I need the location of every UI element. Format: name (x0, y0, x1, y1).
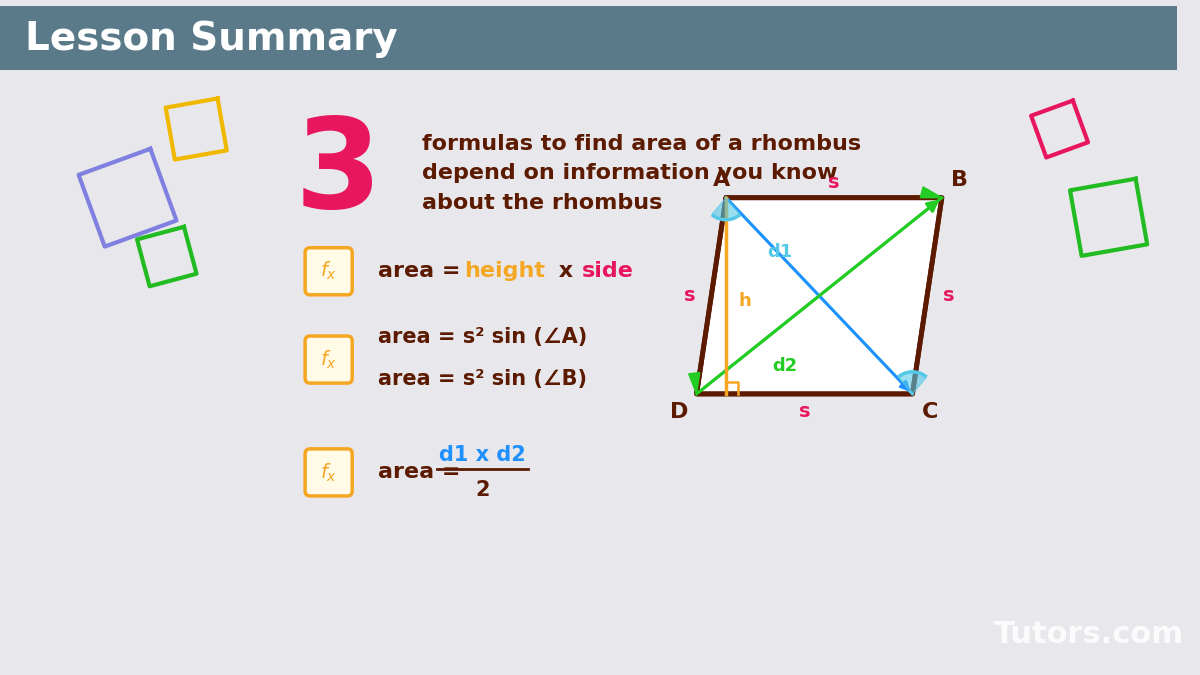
Text: side: side (582, 261, 634, 281)
Text: Lesson Summary: Lesson Summary (24, 20, 397, 58)
Text: d2: d2 (773, 358, 798, 375)
FancyBboxPatch shape (305, 449, 353, 496)
Text: formulas to find area of a rhombus: formulas to find area of a rhombus (422, 134, 860, 154)
Text: B: B (950, 170, 968, 190)
Text: about the rhombus: about the rhombus (422, 192, 662, 213)
Text: $f_x$: $f_x$ (320, 348, 337, 371)
FancyBboxPatch shape (305, 248, 353, 295)
Text: d1: d1 (767, 242, 792, 261)
Polygon shape (712, 198, 740, 219)
Text: s: s (943, 286, 954, 305)
Text: h: h (739, 292, 751, 310)
Text: area = s² sin (∠A): area = s² sin (∠A) (378, 327, 587, 347)
Text: $f_x$: $f_x$ (320, 260, 337, 282)
Text: area =: area = (378, 462, 468, 483)
Text: d1 x d2: d1 x d2 (439, 445, 526, 465)
Polygon shape (899, 373, 926, 394)
Text: A: A (713, 170, 730, 190)
Text: s: s (684, 286, 696, 305)
Text: 2: 2 (475, 480, 490, 500)
Polygon shape (696, 198, 942, 394)
FancyBboxPatch shape (305, 336, 353, 383)
Text: x: x (551, 261, 581, 281)
Text: depend on information you know: depend on information you know (422, 163, 838, 183)
Text: Tutors.com: Tutors.com (994, 620, 1184, 649)
Text: s: s (799, 402, 810, 421)
Text: D: D (670, 402, 688, 422)
Text: area = s² sin (∠B): area = s² sin (∠B) (378, 369, 587, 389)
Text: 3: 3 (295, 113, 382, 234)
Polygon shape (689, 373, 700, 394)
Text: height: height (464, 261, 545, 281)
FancyBboxPatch shape (0, 6, 1177, 70)
Text: C: C (922, 402, 938, 422)
Text: area =: area = (378, 261, 468, 281)
Text: s: s (828, 173, 840, 192)
Polygon shape (920, 187, 942, 198)
Text: $f_x$: $f_x$ (320, 461, 337, 483)
